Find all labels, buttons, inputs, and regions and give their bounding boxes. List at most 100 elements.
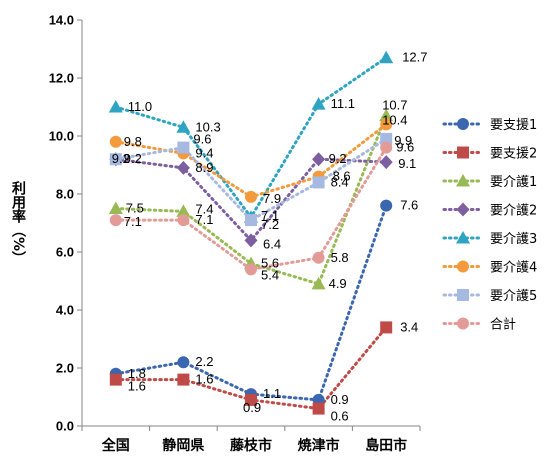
data-label: 8.6 bbox=[333, 169, 351, 184]
data-point bbox=[380, 141, 393, 154]
data-label: 9.6 bbox=[396, 140, 414, 155]
data-label: 0.9 bbox=[243, 400, 261, 415]
legend-label: 要介護2 bbox=[490, 203, 537, 219]
data-label: 10.4 bbox=[382, 112, 407, 127]
data-point bbox=[379, 155, 393, 170]
data-point bbox=[312, 152, 326, 167]
data-point bbox=[108, 100, 123, 113]
legend-label: 要介護4 bbox=[490, 260, 537, 276]
data-point bbox=[312, 251, 325, 264]
legend-marker bbox=[457, 289, 469, 301]
data-label: 7.4 bbox=[195, 201, 213, 216]
legend-marker bbox=[456, 231, 470, 244]
data-label: 5.6 bbox=[261, 256, 279, 271]
data-point bbox=[177, 214, 190, 227]
x-category-label: 藤枝市 bbox=[230, 437, 272, 454]
data-point bbox=[176, 160, 190, 175]
legend-item: 要介護1 bbox=[442, 174, 537, 190]
x-category-label: 静岡県 bbox=[162, 437, 204, 454]
legend-item: 要介護3 bbox=[442, 231, 537, 247]
data-point bbox=[109, 135, 122, 148]
x-category-label: 全国 bbox=[101, 437, 130, 454]
data-point bbox=[379, 50, 394, 64]
legend-marker bbox=[457, 146, 469, 159]
data-label: 9.1 bbox=[398, 156, 416, 171]
y-tick-label: 14.0 bbox=[49, 13, 74, 28]
data-point bbox=[379, 108, 394, 122]
data-point bbox=[177, 373, 190, 386]
data-label: 7.2 bbox=[261, 217, 279, 232]
data-label: 9.8 bbox=[124, 134, 142, 149]
legend-item: 要支援1 bbox=[442, 118, 537, 133]
legend-item: 要介護2 bbox=[442, 202, 537, 219]
y-tick-label: 12.0 bbox=[49, 71, 74, 86]
data-point bbox=[108, 201, 123, 214]
legend-label: 要介護5 bbox=[490, 288, 537, 304]
legend-label: 要支援1 bbox=[490, 118, 537, 133]
legend-marker bbox=[457, 317, 469, 330]
y-tick-label: 2.0 bbox=[56, 361, 74, 376]
x-category-label: 島田市 bbox=[365, 437, 407, 454]
data-label: 7.1 bbox=[124, 214, 142, 229]
legend: 要支援1 要支援2 要介護1 要介護2 要介護3 要介護4 要介護5 合計 bbox=[442, 118, 537, 333]
data-label: 8.4 bbox=[331, 174, 349, 189]
data-label: 9.2 bbox=[124, 151, 142, 166]
data-label: 5.4 bbox=[261, 267, 279, 282]
data-label: 9.4 bbox=[195, 145, 213, 160]
data-label: 7.5 bbox=[126, 201, 144, 216]
data-point bbox=[245, 190, 257, 203]
data-labels: 1.82.21.1 0.97.61.6 1.60.90.63.47.5 7.45.64… bbox=[112, 50, 428, 424]
data-label: 11.0 bbox=[128, 99, 152, 114]
y-tick-label: 8.0 bbox=[56, 187, 74, 202]
axes bbox=[81, 20, 420, 427]
data-point bbox=[380, 321, 393, 334]
legend-marker bbox=[457, 118, 469, 130]
x-category-label: 焼津市 bbox=[298, 437, 340, 454]
data-label: 9.2 bbox=[112, 151, 130, 166]
data-label: 10.3 bbox=[195, 119, 220, 134]
legend-label: 要支援2 bbox=[490, 147, 537, 162]
data-label: 0.9 bbox=[331, 392, 349, 407]
data-point bbox=[245, 214, 257, 227]
legend-marker bbox=[457, 260, 469, 273]
y-axis-title: 利用率（%） bbox=[10, 180, 27, 265]
data-label: 9.2 bbox=[329, 151, 347, 166]
data-label: 3.4 bbox=[400, 319, 418, 334]
legend-item: 要支援2 bbox=[442, 146, 537, 162]
data-point bbox=[312, 176, 325, 189]
legend-label: 要介護3 bbox=[490, 231, 537, 247]
data-point bbox=[177, 356, 190, 369]
legend-item: 要介護4 bbox=[442, 260, 537, 276]
legend-marker bbox=[456, 174, 470, 187]
data-point bbox=[245, 263, 257, 276]
data-label: 9.6 bbox=[193, 132, 211, 147]
y-tick-label: 6.0 bbox=[56, 245, 74, 260]
data-point bbox=[380, 118, 393, 131]
data-label: 0.6 bbox=[331, 409, 349, 424]
data-point bbox=[109, 153, 122, 166]
data-point bbox=[311, 276, 326, 290]
data-label: 1.8 bbox=[128, 366, 146, 381]
data-label: 1.6 bbox=[195, 372, 213, 387]
legend-marker bbox=[456, 202, 470, 217]
data-label: 2.2 bbox=[195, 354, 213, 369]
data-point bbox=[380, 199, 393, 212]
data-label: 11.1 bbox=[331, 96, 355, 111]
data-point bbox=[176, 204, 191, 217]
series-markers bbox=[108, 50, 394, 415]
data-label: 8.9 bbox=[195, 160, 213, 175]
data-label: 6.4 bbox=[263, 236, 281, 251]
data-label: 7.1 bbox=[195, 212, 213, 227]
data-label: 12.7 bbox=[402, 50, 427, 65]
y-tick-label: 10.0 bbox=[49, 129, 74, 144]
data-point bbox=[177, 141, 190, 154]
data-label: 1.6 bbox=[128, 379, 146, 394]
data-label: 7.6 bbox=[400, 198, 418, 213]
data-point bbox=[109, 373, 122, 386]
legend-label: 合計 bbox=[490, 317, 516, 333]
y-tick-label: 4.0 bbox=[56, 303, 74, 318]
x-axis-ticks: 全国 静岡県 藤枝市 焼津市 島田市 bbox=[81, 426, 421, 454]
legend-item: 合計 bbox=[442, 317, 516, 333]
data-label: 7.9 bbox=[263, 191, 281, 206]
